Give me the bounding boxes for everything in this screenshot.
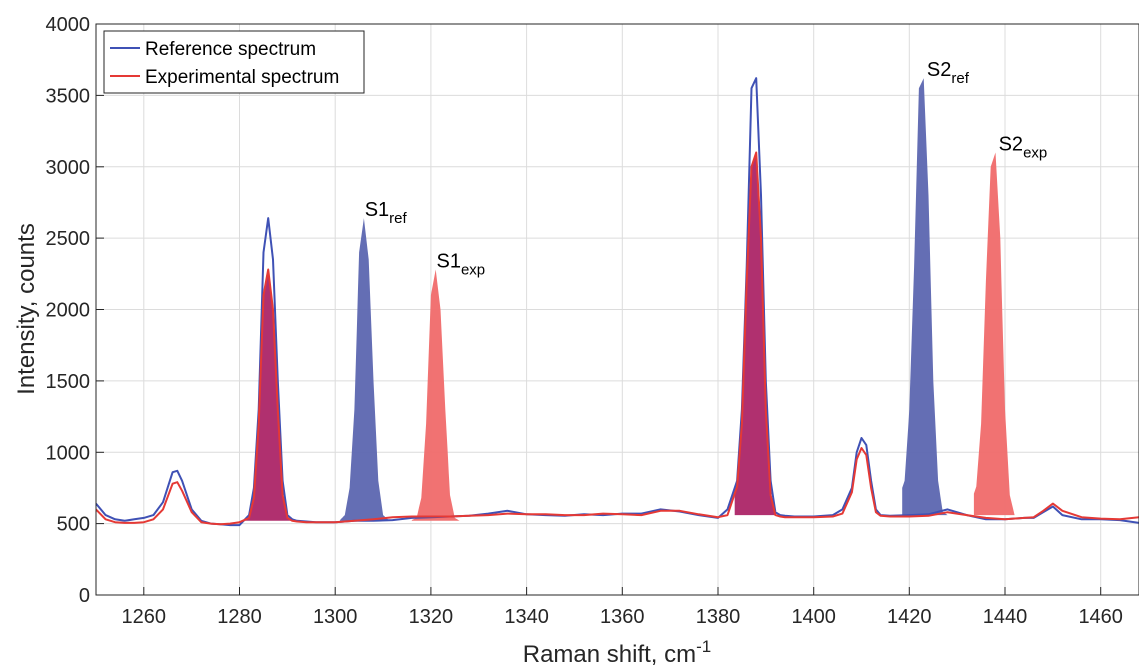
legend-label-experimental: Experimental spectrum <box>145 67 339 88</box>
x-tick-label: 1340 <box>504 606 549 628</box>
y-tick-label: 1000 <box>46 442 91 464</box>
y-tick-label: 3000 <box>46 157 91 179</box>
shifted-peak-s2-ref <box>902 78 960 516</box>
y-tick-label: 2000 <box>46 300 91 322</box>
y-tick-label: 4000 <box>46 14 91 36</box>
x-axis-label-text: Raman shift, cm <box>523 641 696 668</box>
y-tick-label: 500 <box>57 514 90 536</box>
x-tick-label: 1460 <box>1078 606 1123 628</box>
overlap-peak-fill <box>244 269 302 521</box>
x-tick-label: 1360 <box>600 606 645 628</box>
peak-label-s2-ref: S2ref <box>927 59 970 87</box>
x-axis-label: Raman shift, cm-1 <box>523 637 712 668</box>
y-tick-label: 0 <box>79 585 90 607</box>
x-axis-label-unit-exponent: -1 <box>696 637 711 656</box>
series-lines <box>96 77 1139 527</box>
legend-label-reference: Reference spectrum <box>145 39 316 60</box>
y-tick-label: 3500 <box>46 85 91 107</box>
legend: Reference spectrum Experimental spectrum <box>103 30 365 94</box>
x-tick-label: 1400 <box>791 606 836 628</box>
peak-label-s2-exp: S2exp <box>999 134 1048 162</box>
shifted-peak-s2-exp <box>973 152 1032 516</box>
x-tick-label: 1380 <box>696 606 741 628</box>
y-tick-label: 1500 <box>46 371 91 393</box>
peak-label-s1-exp: S1exp <box>437 251 486 279</box>
peak-label-s1-ref: S1ref <box>365 199 408 227</box>
x-tick-label: 1320 <box>409 606 454 628</box>
series-line-experimental <box>96 151 1139 526</box>
shifted-peak-s1-exp <box>411 269 470 521</box>
axis-ticks: 1260 1280 1300 1320 1340 1360 1380 1400 1420 1440… <box>46 14 1123 628</box>
x-tick-label: 1260 <box>122 606 167 628</box>
y-tick-label: 2500 <box>46 228 91 250</box>
peak-annotations: S1ref S1exp S2ref S2exp <box>365 59 1048 278</box>
x-tick-label: 1420 <box>887 606 932 628</box>
x-tick-label: 1280 <box>217 606 262 628</box>
shifted-peak-s1-ref <box>340 218 398 521</box>
x-tick-label: 1440 <box>983 606 1028 628</box>
x-tick-label: 1300 <box>313 606 358 628</box>
legend-box <box>103 30 365 94</box>
y-axis-label: Intensity, counts <box>13 223 40 395</box>
